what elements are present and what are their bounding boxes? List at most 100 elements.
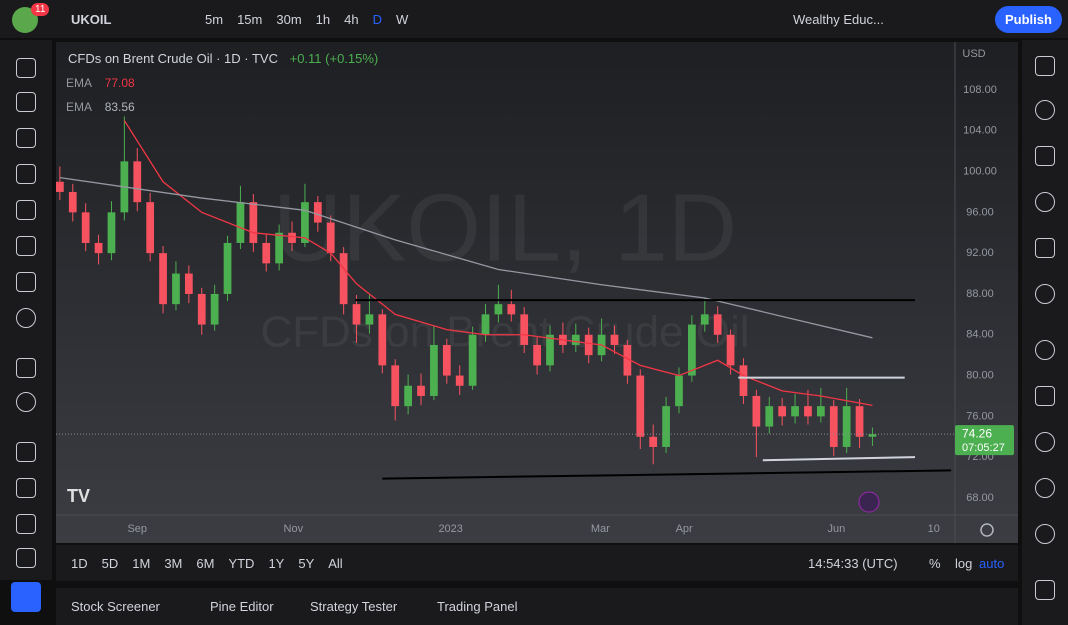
- tab[interactable]: Trading Panel: [437, 599, 518, 614]
- y-tick-label: 80.00: [966, 369, 994, 381]
- interval[interactable]: D: [372, 11, 382, 27]
- range-button[interactable]: 5D: [101, 555, 119, 571]
- candle-body: [365, 314, 374, 325]
- interval[interactable]: W: [395, 11, 409, 27]
- side-icon[interactable]: [1035, 386, 1055, 406]
- tool-icon[interactable]: [16, 358, 36, 378]
- tool-icon[interactable]: [16, 272, 36, 292]
- tab[interactable]: Stock Screener: [71, 599, 160, 614]
- range-bar: 1D 5D 1M 3M 6M YTD 1Y 5Y All 14:54:33 (U…: [56, 545, 1018, 581]
- candle-body: [288, 232, 296, 243]
- indicator-name: EMA: [66, 76, 92, 90]
- legend: CFDs on Brent Crude Oil · 1D · TVC +0.11…: [68, 51, 378, 66]
- side-icon[interactable]: [1035, 340, 1055, 360]
- candle-body: [507, 304, 516, 315]
- interval[interactable]: 15m: [237, 11, 263, 27]
- interval[interactable]: 1h: [315, 11, 331, 27]
- candle-body: [610, 334, 619, 345]
- side-icon[interactable]: [1035, 284, 1055, 304]
- range-button[interactable]: 5Y: [298, 555, 315, 571]
- candle-body: [791, 406, 799, 417]
- candle-body: [739, 365, 748, 396]
- link-button[interactable]: [11, 582, 41, 612]
- candle-body: [249, 202, 258, 243]
- tool-icon[interactable]: [16, 548, 36, 568]
- trend-line: [382, 469, 952, 480]
- candle-body: [675, 375, 683, 407]
- side-icon[interactable]: [1035, 192, 1055, 212]
- tab[interactable]: Strategy Tester: [310, 599, 398, 614]
- range-button[interactable]: YTD: [228, 555, 255, 571]
- side-icon[interactable]: [1035, 146, 1055, 166]
- candle-body: [468, 334, 477, 386]
- symbol[interactable]: UKOIL: [71, 11, 112, 27]
- tool-icon[interactable]: [16, 478, 36, 498]
- range-button[interactable]: 1M: [132, 555, 151, 571]
- x-tick-label: 2023: [438, 523, 462, 535]
- settings-icon[interactable]: [980, 523, 994, 537]
- candle-body: [172, 273, 180, 305]
- tool-icon[interactable]: [16, 392, 36, 412]
- y-tick-label: 104.00: [963, 125, 997, 137]
- candle-body: [236, 202, 245, 243]
- side-icon[interactable]: [1035, 524, 1055, 544]
- x-tick-label: Nov: [284, 523, 304, 535]
- range-button[interactable]: 1D: [71, 555, 88, 571]
- candle-body: [146, 202, 155, 254]
- side-icon[interactable]: [1035, 432, 1055, 452]
- candle-body: [804, 406, 812, 417]
- tool-icon[interactable]: [16, 164, 36, 184]
- ema-line: [123, 120, 873, 406]
- range-button[interactable]: 6M: [196, 555, 215, 571]
- side-icon[interactable]: [1035, 238, 1055, 258]
- candle-body: [520, 314, 529, 345]
- last-price-box: [955, 425, 1014, 456]
- price-change: +0.11 (+0.15%): [289, 51, 379, 66]
- indicator-name: EMA: [66, 100, 92, 114]
- currency-label[interactable]: USD: [962, 48, 985, 60]
- tool-icon[interactable]: [16, 236, 36, 256]
- interval[interactable]: 5m: [205, 11, 224, 27]
- side-icon[interactable]: [1035, 56, 1055, 76]
- percent-toggle[interactable]: %: [929, 555, 941, 571]
- layout-name[interactable]: Wealthy Educ...: [793, 11, 884, 27]
- indicator-value: 77.08: [104, 76, 135, 90]
- candle-body: [81, 212, 90, 243]
- trend-line: [762, 456, 916, 462]
- y-tick-label: 68.00: [966, 492, 994, 504]
- tool-icon[interactable]: [16, 514, 36, 534]
- clock[interactable]: 14:54:33 (UTC): [808, 555, 898, 571]
- interval[interactable]: 4h: [344, 11, 359, 27]
- range-button[interactable]: 1Y: [268, 555, 285, 571]
- left-toolbar: [0, 40, 52, 612]
- tool-icon[interactable]: [16, 200, 36, 220]
- tool-icon[interactable]: [16, 308, 36, 328]
- tool-icon[interactable]: [16, 92, 36, 112]
- y-tick-label: 92.00: [966, 247, 994, 259]
- candle-body: [868, 434, 877, 437]
- tool-icon[interactable]: [16, 58, 36, 78]
- side-icon[interactable]: [1035, 478, 1055, 498]
- interval[interactable]: 30m: [276, 11, 302, 27]
- tab[interactable]: Pine Editor: [210, 599, 274, 614]
- candle-body: [378, 314, 387, 366]
- candle-body: [404, 385, 412, 407]
- tv-logo: TV: [67, 486, 90, 506]
- events-icon[interactable]: [858, 491, 880, 513]
- side-icon[interactable]: [1035, 580, 1055, 600]
- candle-body: [430, 344, 438, 396]
- log-toggle[interactable]: log: [955, 555, 973, 571]
- candle-body: [197, 293, 206, 325]
- candle-body: [56, 181, 64, 192]
- side-icon[interactable]: [1035, 100, 1055, 120]
- symbol-description: CFDs on Brent Crude Oil · 1D · TVC: [68, 51, 278, 66]
- candle-body: [184, 273, 193, 294]
- publish-button[interactable]: Publish: [995, 6, 1062, 33]
- tool-icon[interactable]: [16, 442, 36, 462]
- range-button[interactable]: 3M: [164, 555, 183, 571]
- range-button[interactable]: All: [328, 555, 343, 571]
- candle-body: [842, 406, 851, 447]
- tool-icon[interactable]: [16, 128, 36, 148]
- auto-toggle[interactable]: auto: [979, 555, 1005, 571]
